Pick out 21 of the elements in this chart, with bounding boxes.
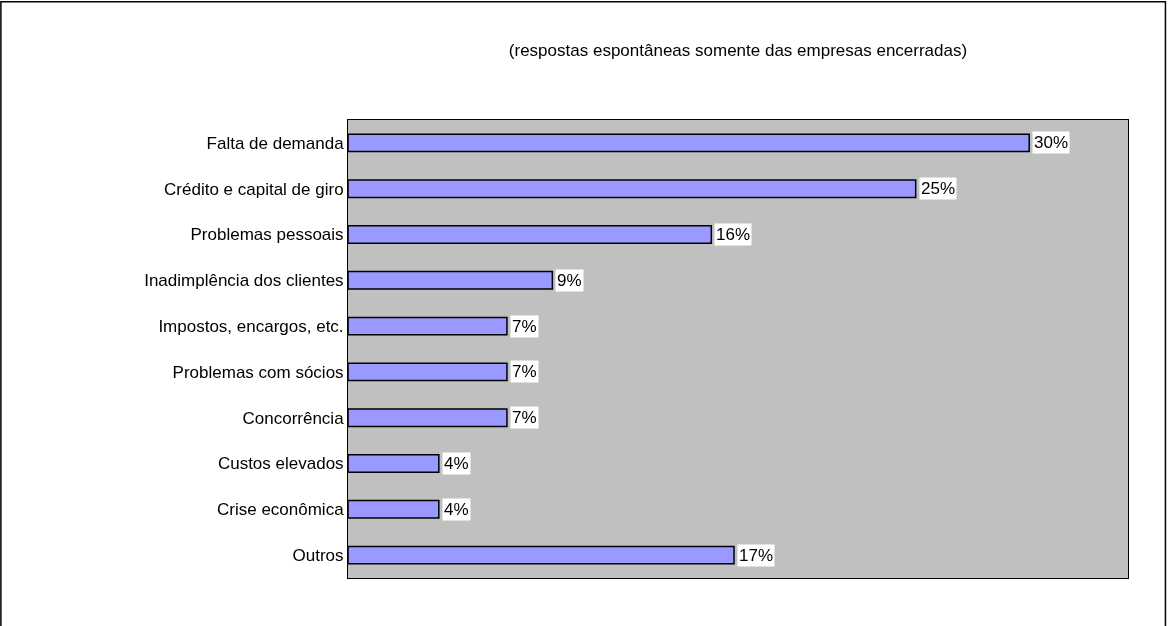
y-tick-label: Impostos, encargos, etc. [158, 317, 344, 337]
data-label: 30% [1034, 133, 1069, 152]
y-tick-label: Custos elevados [217, 454, 344, 474]
data-label: 7% [512, 408, 537, 427]
data-label: 7% [512, 317, 537, 336]
chart-title: (respostas espontâneas somente das empresas encerradas) [508, 40, 968, 60]
y-tick-label: Crise econômica [216, 500, 345, 520]
data-label: 25% [921, 179, 956, 198]
y-tick-label: Inadimplência dos clientes [144, 271, 344, 291]
data-label: 7% [512, 362, 537, 381]
y-tick-label: Outros [292, 546, 344, 566]
data-label: 9% [557, 271, 582, 290]
y-tick-label: Problemas pessoais [190, 225, 344, 245]
data-label: 4% [444, 500, 469, 519]
data-label: 4% [444, 454, 469, 473]
y-tick-label: Concorrência [242, 408, 345, 428]
y-tick-label: Crédito e capital de giro [164, 179, 344, 199]
y-tick-label: Falta de demanda [206, 133, 345, 153]
y-tick-label: Problemas com sócios [172, 362, 344, 382]
data-label: 16% [716, 225, 751, 244]
data-label: 17% [739, 546, 774, 565]
